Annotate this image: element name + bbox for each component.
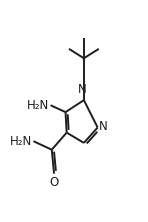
Text: H₂N: H₂N	[10, 135, 32, 148]
Text: N: N	[78, 83, 87, 96]
Text: N: N	[99, 120, 108, 133]
Text: H₂N: H₂N	[27, 99, 49, 112]
Text: O: O	[49, 176, 59, 189]
